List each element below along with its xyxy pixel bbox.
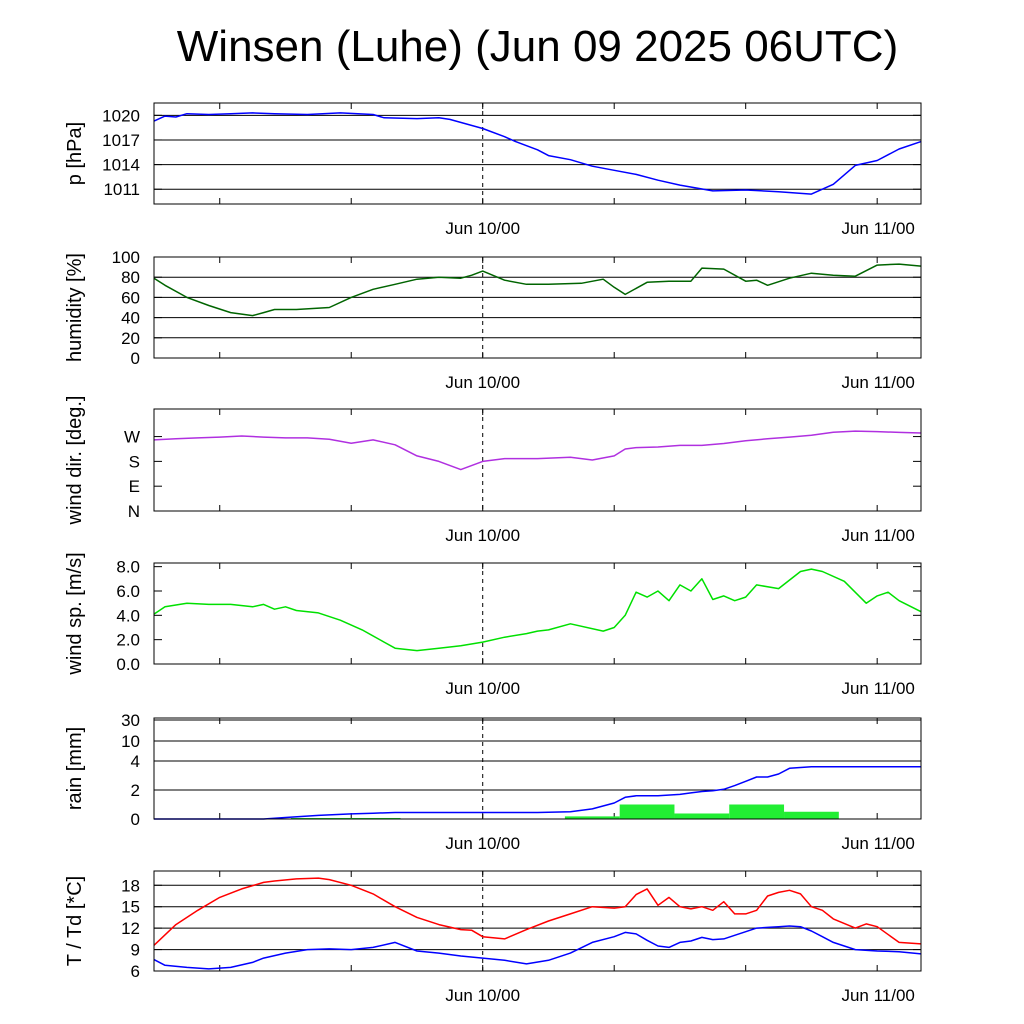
panel-4: 0 2 410 30 rain [mm] Jun 10/00 Jun 11/00	[64, 711, 922, 853]
series-line-1	[153, 925, 922, 970]
y-tick-label: N	[128, 502, 140, 521]
y-tick-label: 12	[121, 919, 140, 938]
y-tick-label: 1011	[103, 180, 140, 199]
y-tick-label: 100	[112, 248, 140, 267]
series-line-0	[154, 766, 921, 820]
y-tick-label: 80	[121, 268, 140, 287]
x-tick-label: Jun 11/00	[841, 526, 914, 545]
rain-bar	[784, 811, 839, 819]
y-tick-label: W	[124, 428, 140, 447]
series-line-0	[153, 568, 922, 652]
y-tick-label: 9	[131, 941, 140, 960]
x-tick-label: Jun 10/00	[445, 219, 520, 238]
rain-bar	[674, 813, 730, 819]
y-axis-label: wind dir. [deg.]	[64, 396, 86, 526]
y-axis-label: wind sp. [m/s]	[64, 552, 86, 675]
y-tick-label: 1014	[102, 156, 140, 175]
y-tick-label: 18	[121, 876, 140, 895]
y-axis-label: p [hPa]	[64, 122, 86, 185]
y-tick-label: 15	[121, 898, 140, 917]
y-tick-label: 40	[121, 309, 140, 328]
x-tick-label: Jun 10/00	[445, 679, 520, 698]
y-tick-label: 10	[121, 732, 140, 751]
y-tick-label: 6.0	[116, 582, 140, 601]
y-tick-label: 30	[121, 711, 140, 730]
plot-frame	[153, 102, 922, 205]
y-tick-label: 4.0	[116, 606, 140, 625]
panel-0: 1011 1014 1017 1020 p [hPa] Jun 10/00 Jun 11/0…	[64, 102, 922, 238]
x-tick-label: Jun 10/00	[445, 526, 520, 545]
y-tick-label: 8.0	[116, 558, 140, 577]
y-tick-label: E	[129, 477, 140, 496]
y-axis-label: T / Td [*C]	[64, 876, 86, 966]
y-tick-label: 2	[131, 781, 140, 800]
x-tick-label: Jun 11/00	[841, 986, 914, 1005]
y-tick-label: 0	[131, 810, 140, 829]
series-line-0	[153, 877, 922, 946]
y-axis-label: humidity [%]	[64, 253, 86, 362]
y-axis-label: rain [mm]	[64, 727, 86, 810]
y-tick-label: 2.0	[116, 631, 140, 650]
plot-frame	[153, 870, 922, 972]
panel-5: 6 9 12 15 18 T / Td [*C] Jun 10/00 Jun 11/00	[64, 870, 922, 1005]
y-tick-label: 1017	[102, 131, 140, 150]
y-tick-label: 6	[131, 962, 140, 981]
y-tick-label: 1020	[102, 106, 140, 125]
plot-frame	[153, 562, 922, 665]
x-tick-label: Jun 11/00	[841, 834, 914, 853]
y-tick-label: 20	[121, 329, 140, 348]
series-line-0	[153, 263, 922, 317]
series-line-0	[153, 112, 922, 195]
panel-3: 0.0 2.0 4.0 6.0 8.0 wind sp. [m/s] Jun 10/00 Ju…	[64, 552, 922, 698]
plot-frame	[153, 717, 922, 820]
y-tick-label: 4	[131, 752, 140, 771]
rain-bar	[290, 817, 401, 819]
x-tick-label: Jun 11/00	[841, 373, 914, 392]
plot-frame	[153, 256, 922, 359]
rain-bar	[619, 804, 675, 819]
y-tick-label: 0.0	[116, 655, 140, 674]
series-line-0	[153, 430, 922, 471]
rain-bar	[729, 804, 785, 819]
x-tick-label: Jun 11/00	[841, 219, 914, 238]
rain-bar	[564, 816, 620, 819]
y-tick-label: 0	[131, 349, 140, 368]
chart-title: Winsen (Luhe) (Jun 09 2025 06UTC)	[176, 22, 899, 71]
x-tick-label: Jun 10/00	[445, 373, 520, 392]
x-tick-label: Jun 10/00	[445, 986, 520, 1005]
plot-frame	[153, 408, 922, 512]
y-tick-label: S	[129, 452, 140, 471]
x-tick-label: Jun 11/00	[841, 679, 914, 698]
y-tick-label: 60	[121, 288, 140, 307]
x-tick-label: Jun 10/00	[445, 834, 520, 853]
